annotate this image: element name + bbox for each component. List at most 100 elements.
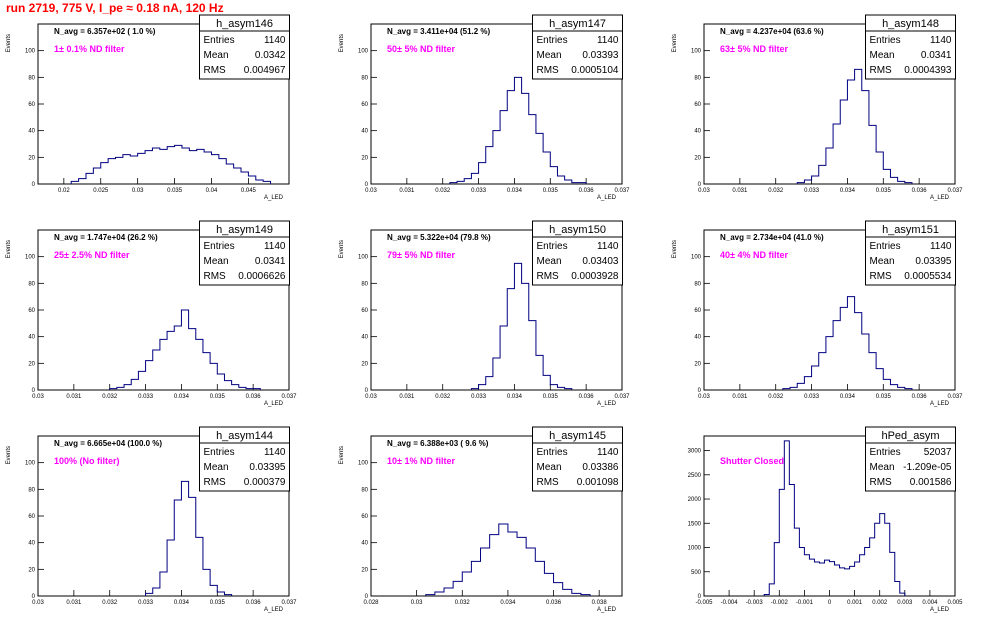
histogram-bin (152, 148, 159, 184)
stats-value: 0.0341 (255, 256, 286, 267)
stats-value: 0.0342 (255, 50, 286, 61)
x-tick-label: 0.035 (210, 394, 226, 400)
n-avg-annotation: N_avg = 3.411e+04 (51.2 %) (387, 27, 491, 36)
histogram-bin (217, 374, 224, 390)
histogram-bin (850, 566, 855, 596)
stats-box (199, 442, 290, 492)
y-tick-label: 80 (694, 75, 701, 81)
histogram-bin (804, 555, 809, 596)
histogram-bin (812, 176, 819, 184)
x-tick-label: 0.03 (32, 394, 44, 400)
y-tick-label: 20 (694, 155, 701, 161)
histogram-bin (550, 167, 557, 184)
histogram-bin (153, 350, 160, 390)
x-tick-label: 0.03 (32, 600, 44, 606)
stats-value: 1140 (264, 241, 286, 252)
x-tick-label: 0.03 (365, 394, 377, 400)
y-tick-label: 40 (361, 541, 368, 547)
stats-title: h_asym145 (549, 430, 606, 442)
histogram-bin (196, 339, 203, 390)
y-tick-label: 80 (361, 487, 368, 493)
x-tick-label: -0.004 (721, 600, 739, 606)
stats-box (199, 30, 290, 80)
histogram-bin (226, 164, 233, 184)
stats-box (532, 442, 623, 492)
x-tick-label: 0.036 (912, 188, 928, 194)
histogram-bin (256, 180, 263, 184)
stats-value: 1140 (597, 35, 619, 46)
y-tick-label: 0 (698, 594, 702, 600)
x-axis-label: A_LED (597, 401, 617, 407)
stats-value: 1140 (264, 447, 286, 458)
chart-panel-h-asym151: 0 20 40 60 80 100 0.03 0.031 0.032 0.033 0.034 0.03… (672, 220, 963, 407)
histogram-bin (824, 560, 829, 596)
y-tick-label: 80 (28, 281, 35, 287)
stats-key: Entries (204, 35, 235, 46)
histogram-bin (464, 179, 471, 184)
y-tick-label: 80 (361, 75, 368, 81)
x-tick-label: 0.04 (206, 188, 218, 194)
histogram-bin (486, 147, 493, 184)
histogram-bin (444, 588, 453, 596)
histogram-bars (797, 69, 912, 184)
y-tick-label: 20 (361, 155, 368, 161)
histogram-bin (835, 565, 840, 596)
y-tick-label: 40 (28, 335, 35, 341)
histogram-bin (544, 573, 553, 596)
stats-key: RMS (537, 477, 560, 488)
x-axis-label: A_LED (930, 607, 950, 613)
histogram-outline (70, 144, 272, 184)
x-tick-label: 0.031 (399, 188, 415, 194)
filter-annotation: 79± 5% ND filter (387, 250, 455, 260)
x-tick-label: -0.005 (695, 600, 713, 606)
histogram-bin (160, 572, 167, 596)
y-tick-label: 1500 (688, 521, 702, 527)
x-tick-label: -0.001 (796, 600, 814, 606)
histogram-bin (819, 165, 826, 184)
stats-title: h_asym149 (216, 224, 273, 236)
histogram-bin (197, 149, 204, 184)
stats-key: Entries (870, 241, 901, 252)
x-tick-label: 0.035 (543, 394, 559, 400)
histogram-bin (138, 153, 145, 184)
stats-value: 0.0006626 (238, 271, 286, 282)
histogram-bin (890, 177, 897, 184)
stats-value: 0.0005104 (571, 65, 619, 76)
y-tick-label: 100 (691, 49, 702, 55)
y-axis-label: Events (6, 240, 12, 258)
stats-box (532, 30, 623, 80)
y-tick-label: 100 (25, 255, 36, 261)
x-axis-label: A_LED (930, 401, 950, 407)
histogram-bin (167, 540, 174, 596)
histogram-bin (517, 537, 526, 596)
histogram-bin (557, 176, 564, 184)
histogram-bin (769, 584, 774, 596)
y-tick-label: 20 (28, 567, 35, 573)
x-tick-label: 0.031 (399, 394, 415, 400)
histogram-bin (160, 149, 167, 184)
histogram-outline (782, 296, 913, 390)
histogram-bin (471, 173, 478, 184)
stats-value: 0.03395 (915, 256, 952, 267)
histogram-bin (799, 548, 804, 596)
histogram-bin (883, 379, 890, 390)
y-tick-label: 40 (361, 335, 368, 341)
histogram-bin (830, 562, 835, 596)
y-tick-label: 0 (32, 594, 36, 600)
histogram-bin (507, 91, 514, 184)
histogram-bin (860, 555, 865, 596)
stats-value: 0.03393 (582, 50, 619, 61)
y-tick-label: 20 (28, 361, 35, 367)
histogram-bars (426, 524, 590, 596)
x-tick-label: 0.045 (241, 188, 257, 194)
y-tick-label: 0 (32, 388, 36, 394)
stats-value: 1140 (930, 35, 952, 46)
histogram-outline (145, 480, 233, 596)
x-tick-label: 0.037 (281, 600, 297, 606)
x-tick-label: 0.033 (138, 394, 154, 400)
histogram-bin (526, 548, 535, 596)
histogram-bin (875, 523, 880, 596)
histogram-bin (840, 568, 845, 596)
filter-annotation: Shutter Closed (720, 456, 784, 466)
x-tick-label: 0.035 (543, 188, 559, 194)
